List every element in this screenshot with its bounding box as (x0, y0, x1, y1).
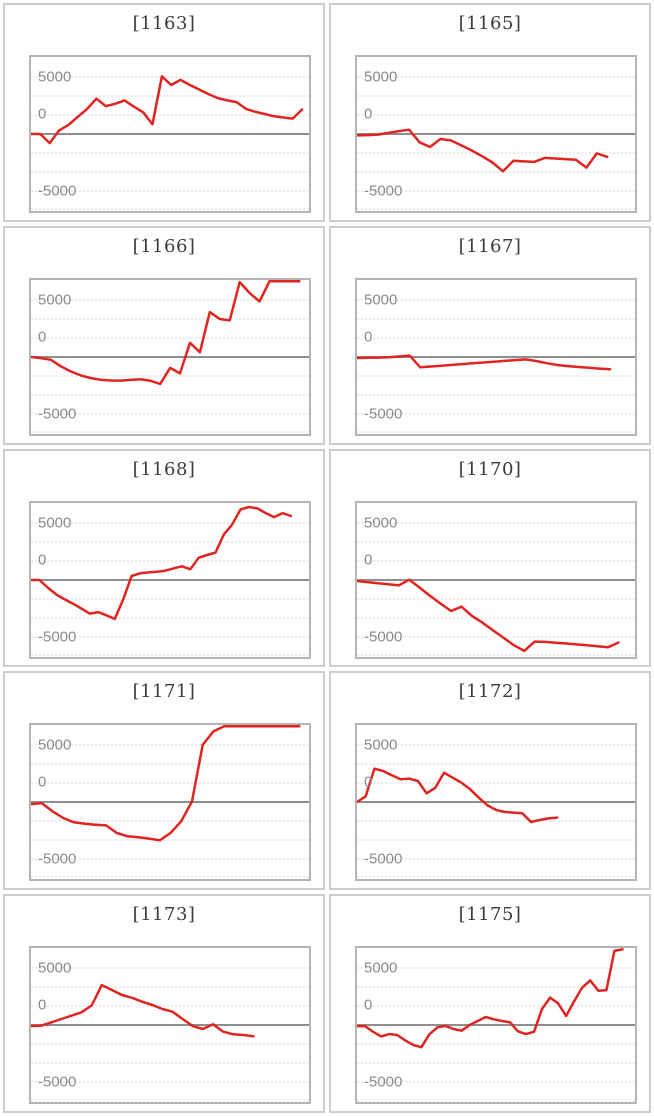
y-tick-neg5000: -5000 (364, 1073, 403, 1091)
y-tick-0: 0 (364, 773, 373, 791)
y-tick-neg5000: -5000 (38, 628, 77, 646)
line-chart-svg (357, 76, 635, 210)
chart-card-1163: [1163] 5000 0 -5000 (3, 3, 325, 222)
chart-title: [1166] (132, 235, 196, 257)
series-line (31, 725, 301, 842)
y-tick-0: 0 (38, 105, 47, 123)
chart-title: [1165] (458, 13, 522, 34)
chart-card-1175: [1175] 5000 0 -5000 (329, 894, 651, 1113)
chart-card-1172: [1172] 5000 0 -5000 (329, 671, 651, 891)
plot-area: 5000 0 -5000 (355, 277, 637, 436)
y-tick-5000: 5000 (364, 291, 398, 309)
y-tick-neg5000: -5000 (364, 850, 403, 868)
chart-title: [1167] (458, 235, 522, 257)
chart-title: [1170] (458, 458, 522, 480)
line-chart-svg (357, 744, 635, 878)
chart-card-1170: [1170] 5000 0 -5000 (329, 448, 651, 668)
line-chart-svg (357, 948, 635, 1101)
chart-title: [1171] (132, 681, 196, 703)
series-line (357, 354, 612, 371)
y-tick-neg5000: -5000 (364, 182, 403, 200)
y-tick-0: 0 (364, 328, 373, 346)
chart-title: [1172] (458, 681, 522, 703)
y-tick-neg5000: -5000 (38, 1073, 77, 1091)
series-line (357, 578, 620, 652)
y-tick-0: 0 (364, 996, 373, 1014)
y-tick-5000: 5000 (38, 291, 72, 309)
line-chart-svg (31, 505, 309, 656)
y-tick-neg5000: -5000 (364, 405, 403, 423)
y-tick-0: 0 (364, 551, 373, 569)
plot-area: 5000 0 -5000 (355, 723, 637, 882)
y-tick-neg5000: -5000 (38, 405, 77, 423)
y-tick-neg5000: -5000 (38, 182, 77, 200)
y-tick-0: 0 (38, 773, 47, 791)
y-tick-5000: 5000 (38, 68, 72, 86)
plot-area: 5000 0 -5000 (29, 723, 311, 882)
chart-title: [1163] (132, 13, 196, 34)
plot-area: 5000 0 -5000 (355, 55, 637, 213)
y-tick-5000: 5000 (364, 959, 398, 977)
series-line (31, 75, 304, 145)
y-tick-5000: 5000 (38, 959, 72, 977)
chart-title: [1168] (132, 458, 196, 480)
series-line (357, 128, 609, 173)
y-tick-0: 0 (364, 105, 373, 123)
plot-area: 5000 0 -5000 (355, 500, 637, 659)
series-line (357, 767, 559, 824)
chart-title: [1173] (132, 904, 196, 926)
line-chart-svg (31, 725, 309, 878)
line-chart-svg (357, 522, 635, 656)
chart-card-1167: [1167] 5000 0 -5000 (329, 225, 651, 445)
plot-area: 5000 0 -5000 (29, 55, 311, 213)
series-line (31, 279, 301, 386)
chart-card-1168: [1168] 5000 0 -5000 (3, 448, 325, 668)
series-line (357, 948, 624, 1049)
y-tick-neg5000: -5000 (38, 850, 77, 868)
plot-area: 5000 0 -5000 (29, 277, 311, 436)
y-tick-neg5000: -5000 (364, 628, 403, 646)
line-chart-svg (31, 279, 309, 433)
plot-area: 5000 0 -5000 (29, 946, 311, 1105)
y-tick-5000: 5000 (364, 68, 398, 86)
series-line (31, 505, 293, 620)
y-tick-0: 0 (38, 551, 47, 569)
y-tick-5000: 5000 (38, 514, 72, 532)
y-tick-5000: 5000 (38, 736, 72, 754)
plot-area: 5000 0 -5000 (29, 500, 311, 659)
plot-area: 5000 0 -5000 (355, 946, 637, 1105)
series-line (31, 984, 255, 1038)
y-tick-5000: 5000 (364, 514, 398, 532)
y-tick-5000: 5000 (364, 736, 398, 754)
chart-card-1166: [1166] 5000 0 -5000 (3, 225, 325, 445)
chart-title: [1175] (458, 904, 522, 926)
y-tick-0: 0 (38, 328, 47, 346)
chart-card-1173: [1173] 5000 0 -5000 (3, 894, 325, 1113)
chart-card-1171: [1171] 5000 0 -5000 (3, 671, 325, 891)
line-chart-svg (31, 967, 309, 1101)
line-chart-svg (357, 299, 635, 433)
y-tick-0: 0 (38, 996, 47, 1014)
line-chart-svg (31, 75, 309, 210)
chart-card-1165: [1165] 5000 0 -5000 (329, 3, 651, 222)
